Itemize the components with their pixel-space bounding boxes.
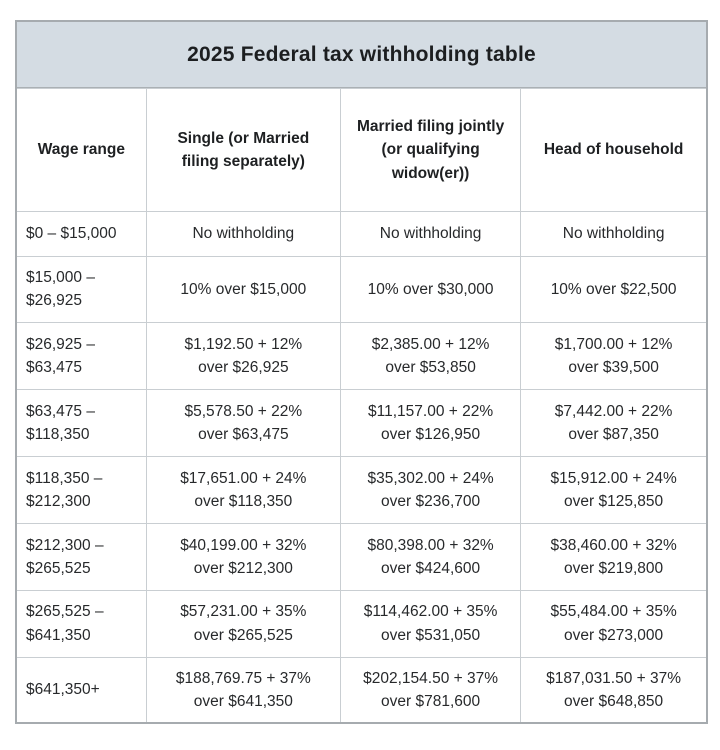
cell-married-jointly: $35,302.00 + 24% over $236,700 [339, 456, 522, 524]
tax-withholding-table: Wage range Single (or Married filing sep… [17, 88, 706, 722]
cell-wage-range: $212,300 – $265,525 [17, 522, 147, 591]
cell-married-jointly: No withholding [339, 211, 522, 257]
cell-married-jointly: $80,398.00 + 32% over $424,600 [339, 522, 522, 591]
cell-wage-range: $63,475 – $118,350 [17, 389, 147, 458]
column-header-wage-range: Wage range [17, 88, 147, 212]
cell-wage-range: $265,525 – $641,350 [17, 589, 147, 658]
table-title: 2025 Federal tax withholding table [17, 22, 706, 88]
cell-head-of-household: $7,442.00 + 22% over $87,350 [520, 389, 706, 458]
table-row: $26,925 – $63,475 $1,192.50 + 12% over $… [17, 322, 706, 391]
cell-head-of-household: 10% over $22,500 [520, 255, 706, 324]
cell-single: $57,231.00 + 35% over $265,525 [145, 589, 341, 658]
table-row: $63,475 – $118,350 $5,578.50 + 22% over … [17, 389, 706, 458]
table-row: $212,300 – $265,525 $40,199.00 + 32% ove… [17, 522, 706, 591]
cell-head-of-household: $1,700.00 + 12% over $39,500 [520, 322, 706, 391]
column-header-head-of-household: Head of household [520, 88, 706, 212]
cell-single: No withholding [145, 211, 341, 257]
cell-married-jointly: $2,385.00 + 12% over $53,850 [339, 322, 522, 391]
table-row: $15,000 – $26,925 10% over $15,000 10% o… [17, 255, 706, 324]
column-header-married-jointly: Married filing jointly (or qualifying wi… [339, 88, 522, 212]
cell-wage-range: $118,350 – $212,300 [17, 456, 147, 524]
cell-married-jointly: $11,157.00 + 22% over $126,950 [339, 389, 522, 458]
cell-head-of-household: No withholding [520, 211, 706, 257]
table-row: $265,525 – $641,350 $57,231.00 + 35% ove… [17, 589, 706, 658]
cell-single: $1,192.50 + 12% over $26,925 [145, 322, 341, 391]
cell-wage-range: $0 – $15,000 [17, 211, 147, 257]
cell-single: $188,769.75 + 37% over $641,350 [145, 656, 341, 722]
tax-withholding-card: 2025 Federal tax withholding table Wage … [15, 20, 708, 724]
cell-wage-range: $641,350+ [17, 656, 147, 722]
cell-single: $17,651.00 + 24% over $118,350 [145, 456, 341, 524]
cell-married-jointly: $114,462.00 + 35% over $531,050 [339, 589, 522, 658]
column-header-single: Single (or Married filing separately) [145, 88, 341, 212]
cell-head-of-household: $15,912.00 + 24% over $125,850 [520, 456, 706, 524]
cell-single: $40,199.00 + 32% over $212,300 [145, 522, 341, 591]
table-row: $641,350+ $188,769.75 + 37% over $641,35… [17, 656, 706, 722]
cell-single: 10% over $15,000 [145, 255, 341, 324]
cell-head-of-household: $38,460.00 + 32% over $219,800 [520, 522, 706, 591]
cell-married-jointly: 10% over $30,000 [339, 255, 522, 324]
table-row: $0 – $15,000 No withholding No withholdi… [17, 211, 706, 257]
cell-single: $5,578.50 + 22% over $63,475 [145, 389, 341, 458]
cell-married-jointly: $202,154.50 + 37% over $781,600 [339, 656, 522, 722]
header-row: Wage range Single (or Married filing sep… [17, 88, 706, 212]
cell-wage-range: $15,000 – $26,925 [17, 255, 147, 324]
cell-head-of-household: $187,031.50 + 37% over $648,850 [520, 656, 706, 722]
table-row: $118,350 – $212,300 $17,651.00 + 24% ove… [17, 456, 706, 524]
cell-wage-range: $26,925 – $63,475 [17, 322, 147, 391]
cell-head-of-household: $55,484.00 + 35% over $273,000 [520, 589, 706, 658]
